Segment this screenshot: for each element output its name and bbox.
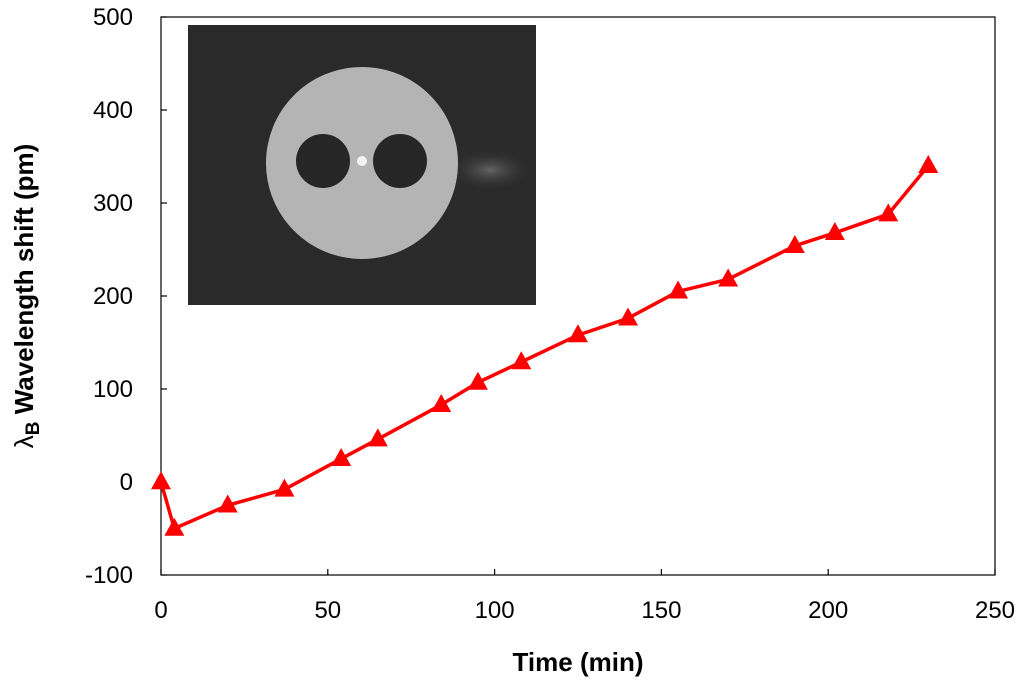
- data-point-marker: [274, 478, 295, 497]
- y-axis-title-rest: Wavelength shift (pm): [9, 144, 39, 422]
- data-point-marker: [784, 234, 805, 253]
- y-axis-title-text: λB Wavelength shift (pm): [9, 144, 44, 449]
- y-axis-title-subscript: B: [23, 422, 44, 436]
- data-point-marker: [367, 428, 388, 447]
- y-axis-title: λB Wavelength shift (pm): [9, 144, 44, 449]
- y-tick-label: 400: [93, 97, 133, 124]
- x-axis: 0 50 100 150 200 250: [154, 569, 1015, 624]
- y-tick-label: 200: [93, 283, 133, 310]
- data-point-marker: [878, 203, 899, 222]
- y-tick-label: 500: [93, 4, 133, 31]
- x-tick-label: 200: [808, 597, 848, 624]
- data-point-marker: [918, 155, 939, 173]
- x-tick-label: 250: [975, 597, 1015, 624]
- data-point-marker: [151, 471, 171, 490]
- y-axis: -100 0 100 200 300 400 500: [85, 4, 167, 589]
- data-point-marker: [718, 268, 739, 287]
- fiber-core: [357, 156, 367, 166]
- data-point-marker: [164, 517, 185, 536]
- data-point-marker: [568, 324, 588, 343]
- x-tick-label: 0: [154, 597, 167, 624]
- x-tick-label: 100: [475, 597, 515, 624]
- y-axis-title-symbol: λ: [9, 435, 39, 448]
- data-point-marker: [668, 280, 689, 299]
- x-tick-label: 150: [641, 597, 681, 624]
- data-point-marker: [331, 447, 352, 466]
- y-tick-label: 0: [120, 469, 133, 496]
- series-layer: [151, 155, 939, 536]
- x-tick-label: 50: [314, 597, 341, 624]
- fiber-cross-section-image: [188, 25, 536, 305]
- air-hole-left: [296, 134, 350, 188]
- data-point-marker: [431, 394, 452, 413]
- data-point-marker: [467, 371, 488, 390]
- data-point-marker: [217, 494, 238, 513]
- data-point-marker: [618, 307, 639, 326]
- y-tick-label: 100: [93, 376, 133, 403]
- inset-glow: [445, 148, 535, 192]
- y-tick-label: -100: [85, 562, 133, 589]
- air-hole-right: [373, 134, 427, 188]
- data-point-marker: [824, 221, 845, 240]
- x-axis-title: Time (min): [513, 647, 644, 677]
- data-point-marker: [511, 351, 532, 370]
- y-tick-label: 300: [93, 190, 133, 217]
